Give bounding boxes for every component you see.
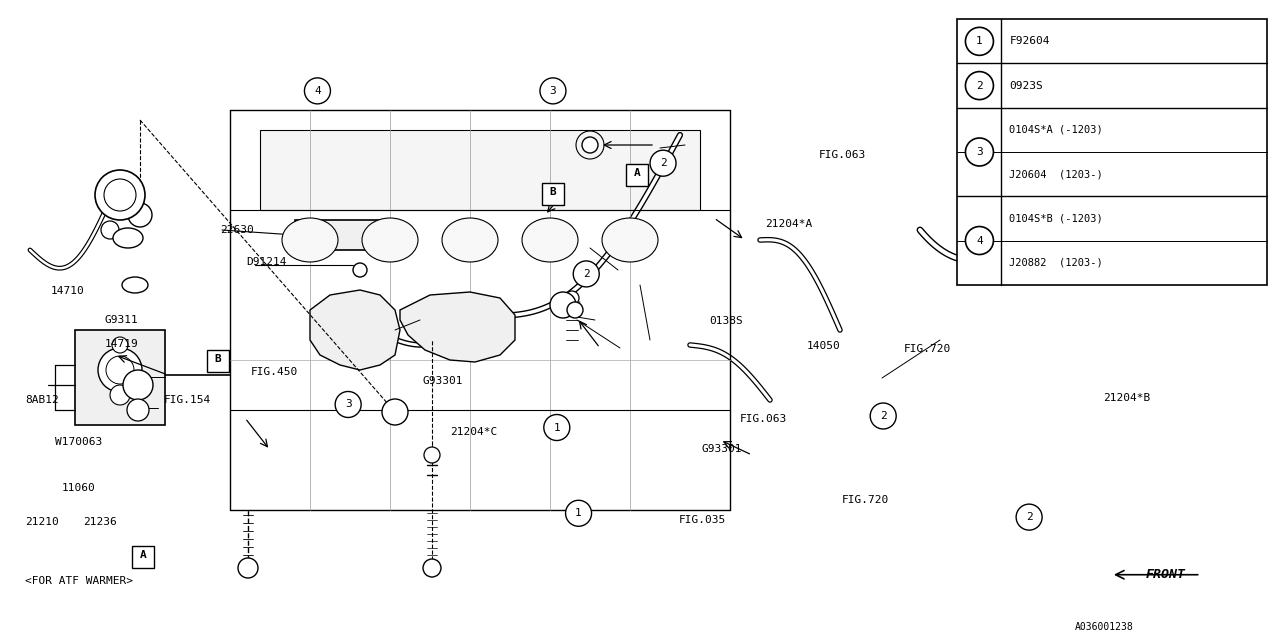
Text: FRONT: FRONT bbox=[1146, 568, 1185, 581]
Circle shape bbox=[305, 78, 330, 104]
Text: 2: 2 bbox=[659, 158, 667, 168]
Text: 22630: 22630 bbox=[220, 225, 253, 236]
Ellipse shape bbox=[362, 218, 419, 262]
Text: 0138S: 0138S bbox=[709, 316, 742, 326]
Circle shape bbox=[353, 263, 367, 277]
Text: 2: 2 bbox=[582, 269, 590, 279]
Text: 2: 2 bbox=[977, 81, 983, 91]
Circle shape bbox=[870, 403, 896, 429]
Text: G93301: G93301 bbox=[422, 376, 463, 386]
Text: 14710: 14710 bbox=[51, 286, 84, 296]
Bar bbox=[206, 349, 229, 372]
Text: 21204*C: 21204*C bbox=[451, 427, 498, 437]
Text: W170063: W170063 bbox=[55, 436, 102, 447]
Ellipse shape bbox=[282, 218, 338, 262]
Circle shape bbox=[564, 291, 579, 305]
Text: F92604: F92604 bbox=[1010, 36, 1050, 46]
Polygon shape bbox=[310, 290, 399, 370]
Bar bbox=[626, 164, 649, 186]
Text: 4: 4 bbox=[977, 236, 983, 246]
Circle shape bbox=[99, 348, 142, 392]
Text: FIG.720: FIG.720 bbox=[842, 495, 890, 506]
Circle shape bbox=[550, 292, 576, 318]
Text: 1: 1 bbox=[553, 422, 561, 433]
Ellipse shape bbox=[522, 218, 579, 262]
Circle shape bbox=[1016, 504, 1042, 530]
Bar bbox=[260, 130, 700, 210]
Text: 2: 2 bbox=[1025, 512, 1033, 522]
Circle shape bbox=[965, 227, 993, 255]
Text: A036001238: A036001238 bbox=[1075, 622, 1134, 632]
Bar bbox=[294, 220, 390, 250]
Text: FIG.720: FIG.720 bbox=[904, 344, 951, 354]
Ellipse shape bbox=[442, 218, 498, 262]
Text: FIG.154: FIG.154 bbox=[164, 395, 211, 405]
Ellipse shape bbox=[122, 277, 148, 293]
Bar bbox=[132, 545, 155, 568]
Text: 3: 3 bbox=[549, 86, 557, 96]
Circle shape bbox=[965, 138, 993, 166]
Circle shape bbox=[128, 203, 152, 227]
Bar bbox=[541, 183, 564, 205]
Text: 0923S: 0923S bbox=[1010, 81, 1043, 91]
Text: FIG.063: FIG.063 bbox=[819, 150, 867, 160]
Circle shape bbox=[113, 337, 128, 353]
Text: 8AB12: 8AB12 bbox=[26, 395, 59, 405]
Text: FIG.063: FIG.063 bbox=[740, 414, 787, 424]
Circle shape bbox=[127, 399, 148, 421]
Text: 1: 1 bbox=[575, 508, 582, 518]
Text: B: B bbox=[214, 354, 221, 364]
Circle shape bbox=[101, 221, 119, 239]
Text: 2: 2 bbox=[879, 411, 887, 421]
Ellipse shape bbox=[113, 228, 143, 248]
Text: J20882  (1203-): J20882 (1203-) bbox=[1010, 258, 1103, 268]
Text: J20604  (1203-): J20604 (1203-) bbox=[1010, 169, 1103, 179]
Bar bbox=[76, 330, 165, 425]
Text: A: A bbox=[140, 550, 147, 559]
Circle shape bbox=[238, 558, 259, 578]
Polygon shape bbox=[399, 292, 515, 362]
Text: 21204*B: 21204*B bbox=[1103, 393, 1151, 403]
Text: G9311: G9311 bbox=[105, 315, 138, 325]
Text: 14050: 14050 bbox=[806, 340, 840, 351]
Circle shape bbox=[424, 447, 440, 463]
Text: D91214: D91214 bbox=[246, 257, 287, 268]
Text: FIG.450: FIG.450 bbox=[251, 367, 298, 378]
Text: G93301: G93301 bbox=[701, 444, 742, 454]
Circle shape bbox=[104, 179, 136, 211]
Text: <FOR ATF WARMER>: <FOR ATF WARMER> bbox=[26, 576, 133, 586]
Text: A: A bbox=[634, 168, 641, 178]
Text: FIG.035: FIG.035 bbox=[678, 515, 726, 525]
Circle shape bbox=[965, 72, 993, 100]
Ellipse shape bbox=[602, 218, 658, 262]
Circle shape bbox=[110, 385, 131, 405]
Text: 14719: 14719 bbox=[105, 339, 138, 349]
Text: B: B bbox=[549, 188, 557, 197]
Circle shape bbox=[95, 170, 145, 220]
Circle shape bbox=[422, 559, 442, 577]
Text: 4: 4 bbox=[314, 86, 321, 96]
Circle shape bbox=[544, 415, 570, 440]
Circle shape bbox=[106, 356, 134, 384]
Circle shape bbox=[650, 150, 676, 176]
Circle shape bbox=[965, 28, 993, 55]
Text: 0104S*B (-1203): 0104S*B (-1203) bbox=[1010, 213, 1103, 223]
Circle shape bbox=[123, 370, 154, 400]
Bar bbox=[957, 19, 1267, 285]
Text: 21210: 21210 bbox=[26, 516, 59, 527]
Text: 3: 3 bbox=[977, 147, 983, 157]
Circle shape bbox=[335, 392, 361, 417]
Text: 3: 3 bbox=[344, 399, 352, 410]
Circle shape bbox=[573, 261, 599, 287]
Text: 0104S*A (-1203): 0104S*A (-1203) bbox=[1010, 125, 1103, 135]
Text: 11060: 11060 bbox=[61, 483, 95, 493]
Text: 21204*A: 21204*A bbox=[765, 219, 813, 229]
Circle shape bbox=[582, 137, 598, 153]
Circle shape bbox=[540, 78, 566, 104]
Circle shape bbox=[381, 399, 408, 425]
Circle shape bbox=[567, 302, 582, 318]
Text: 1: 1 bbox=[977, 36, 983, 46]
Text: 21236: 21236 bbox=[83, 516, 116, 527]
Circle shape bbox=[566, 500, 591, 526]
